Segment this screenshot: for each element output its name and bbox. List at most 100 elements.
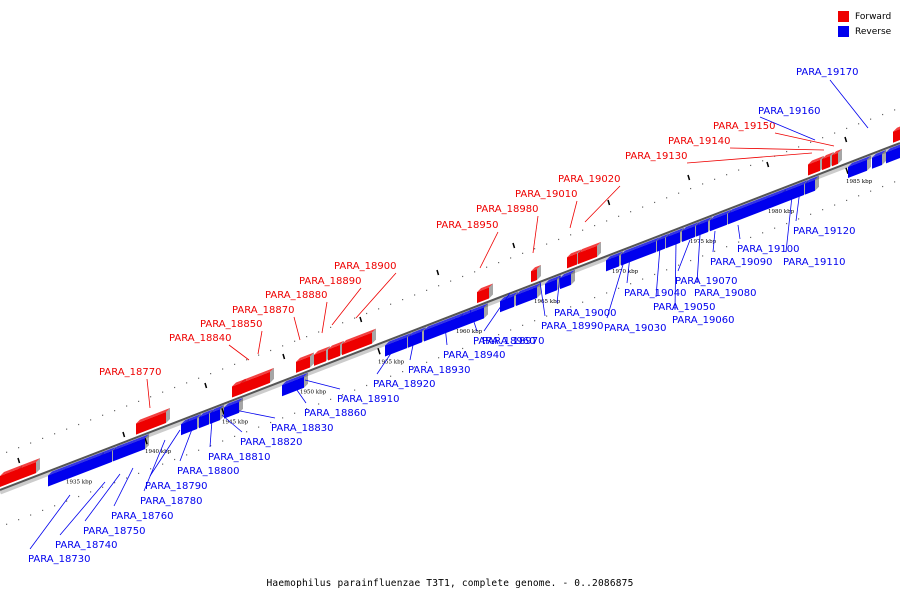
reverse-gene[interactable] xyxy=(606,255,619,272)
gene-side-face xyxy=(484,303,488,319)
reverse-gene-label[interactable]: PARA_19040 xyxy=(624,288,686,299)
forward-gene-label[interactable]: PARA_18870 xyxy=(232,305,294,316)
reverse-gene[interactable] xyxy=(886,147,900,164)
reverse-gene[interactable] xyxy=(408,331,422,348)
forward-gene[interactable] xyxy=(567,253,577,269)
reverse-gene-label[interactable]: PARA_19100 xyxy=(737,244,799,255)
forward-gene[interactable] xyxy=(296,356,310,373)
reverse-gene-label[interactable]: PARA_18790 xyxy=(145,481,207,492)
reverse-gene-label[interactable]: PARA_18780 xyxy=(140,496,202,507)
reverse-gene-label[interactable]: PARA_19170 xyxy=(796,67,858,78)
forward-gene-label[interactable]: PARA_19130 xyxy=(625,151,687,162)
forward-gene-label[interactable]: PARA_18890 xyxy=(299,276,361,287)
forward-gene[interactable] xyxy=(893,129,900,143)
reverse-gene-label[interactable]: PARA_19060 xyxy=(672,315,734,326)
reverse-gene-label[interactable]: PARA_18750 xyxy=(83,526,145,537)
reverse-gene[interactable] xyxy=(181,422,185,436)
reverse-gene[interactable] xyxy=(848,159,867,179)
forward-gene-label[interactable]: PARA_19020 xyxy=(558,174,620,185)
forward-gene-label[interactable]: PARA_19140 xyxy=(668,136,730,147)
forward-gene-label[interactable]: PARA_18950 xyxy=(436,220,498,231)
reverse-gene[interactable] xyxy=(872,153,882,169)
reverse-gene[interactable] xyxy=(385,337,407,357)
forward-gene[interactable] xyxy=(240,371,270,395)
reverse-gene[interactable] xyxy=(500,295,514,313)
forward-gene[interactable] xyxy=(18,462,36,481)
reverse-gene-label[interactable]: PARA_19160 xyxy=(758,106,820,117)
reverse-gene-label[interactable]: PARA_18930 xyxy=(408,365,470,376)
reverse-gene-label[interactable]: PARA_19030 xyxy=(604,323,666,334)
reverse-gene[interactable] xyxy=(424,317,459,342)
forward-gene[interactable] xyxy=(314,350,326,366)
reverse-gene[interactable] xyxy=(516,286,537,307)
reverse-gene-label[interactable]: PARA_19070 xyxy=(675,276,737,287)
forward-gene-label[interactable]: PARA_19150 xyxy=(713,121,775,132)
reverse-gene-label[interactable]: PARA_18800 xyxy=(177,466,239,477)
reverse-gene-label[interactable]: PARA_18910 xyxy=(337,394,399,405)
reverse-gene-label[interactable]: PARA_18860 xyxy=(304,408,366,419)
reverse-gene[interactable] xyxy=(185,418,197,434)
forward-gene[interactable] xyxy=(531,268,537,283)
forward-gene[interactable] xyxy=(822,155,830,171)
guide-dot xyxy=(486,266,488,268)
forward-gene[interactable] xyxy=(0,469,18,487)
forward-gene[interactable] xyxy=(328,344,340,361)
forward-gene[interactable] xyxy=(808,159,820,176)
reverse-gene[interactable] xyxy=(728,192,782,225)
reverse-gene[interactable] xyxy=(782,184,804,204)
reverse-gene-label[interactable]: PARA_18970 xyxy=(482,336,544,347)
reverse-gene[interactable] xyxy=(560,273,571,290)
reverse-gene[interactable] xyxy=(666,231,680,249)
reverse-gene[interactable] xyxy=(100,450,112,467)
reverse-gene[interactable] xyxy=(657,237,665,252)
reverse-gene[interactable] xyxy=(805,179,815,195)
reverse-gene-label[interactable]: PARA_18940 xyxy=(443,350,505,361)
reverse-gene-label[interactable]: PARA_18810 xyxy=(208,452,270,463)
reverse-gene[interactable] xyxy=(682,226,695,243)
reverse-gene[interactable] xyxy=(224,401,239,419)
forward-gene-label[interactable]: PARA_18840 xyxy=(169,333,231,344)
forward-gene-label[interactable]: PARA_18770 xyxy=(99,367,161,378)
reverse-gene-label[interactable]: PARA_18830 xyxy=(271,423,333,434)
reverse-gene-label[interactable]: PARA_19090 xyxy=(710,257,772,268)
reverse-gene-label[interactable]: PARA_19080 xyxy=(694,288,756,299)
reverse-gene-label[interactable]: PARA_18920 xyxy=(373,379,435,390)
forward-gene-label[interactable]: PARA_19010 xyxy=(515,189,577,200)
forward-gene-label[interactable]: PARA_18850 xyxy=(200,319,262,330)
forward-gene-label[interactable]: PARA_18980 xyxy=(476,204,538,215)
forward-gene[interactable] xyxy=(342,332,372,356)
guide-dot xyxy=(138,400,140,402)
forward-leader xyxy=(479,231,499,269)
guide-dot xyxy=(678,192,680,194)
reverse-gene[interactable] xyxy=(282,376,304,397)
reverse-gene[interactable] xyxy=(199,413,209,429)
reverse-gene[interactable] xyxy=(113,438,145,462)
reverse-gene-label[interactable]: PARA_18820 xyxy=(240,437,302,448)
kbp-tick xyxy=(845,167,849,175)
reverse-gene-label[interactable]: PARA_19120 xyxy=(793,226,855,237)
reverse-gene-label[interactable]: PARA_18760 xyxy=(111,511,173,522)
forward-gene-label[interactable]: PARA_18880 xyxy=(265,290,327,301)
reverse-gene-label[interactable]: PARA_18730 xyxy=(28,554,90,565)
reverse-gene-label[interactable]: PARA_19000 xyxy=(554,308,616,319)
forward-gene[interactable] xyxy=(832,152,838,167)
reverse-gene-label[interactable]: PARA_18990 xyxy=(541,321,603,332)
forward-gene[interactable] xyxy=(136,411,166,435)
guide-dot xyxy=(438,357,440,359)
reverse-gene-label[interactable]: PARA_18740 xyxy=(55,540,117,551)
reverse-gene[interactable] xyxy=(545,279,557,295)
reverse-gene[interactable] xyxy=(696,221,708,237)
reverse-gene[interactable] xyxy=(48,455,100,487)
forward-gene-label[interactable]: PARA_18900 xyxy=(334,261,396,272)
gene-side-face xyxy=(882,149,886,165)
reverse-gene[interactable] xyxy=(710,213,727,232)
forward-gene[interactable] xyxy=(477,287,489,304)
reverse-gene-label[interactable]: PARA_19050 xyxy=(653,302,715,313)
forward-gene[interactable] xyxy=(578,245,597,265)
reverse-gene[interactable] xyxy=(210,409,220,425)
reverse-gene[interactable] xyxy=(459,307,484,329)
reverse-gene-label[interactable]: PARA_19110 xyxy=(783,257,845,268)
reverse-gene-label[interactable]: PARA_18960 xyxy=(473,336,535,347)
forward-gene[interactable] xyxy=(232,382,242,398)
